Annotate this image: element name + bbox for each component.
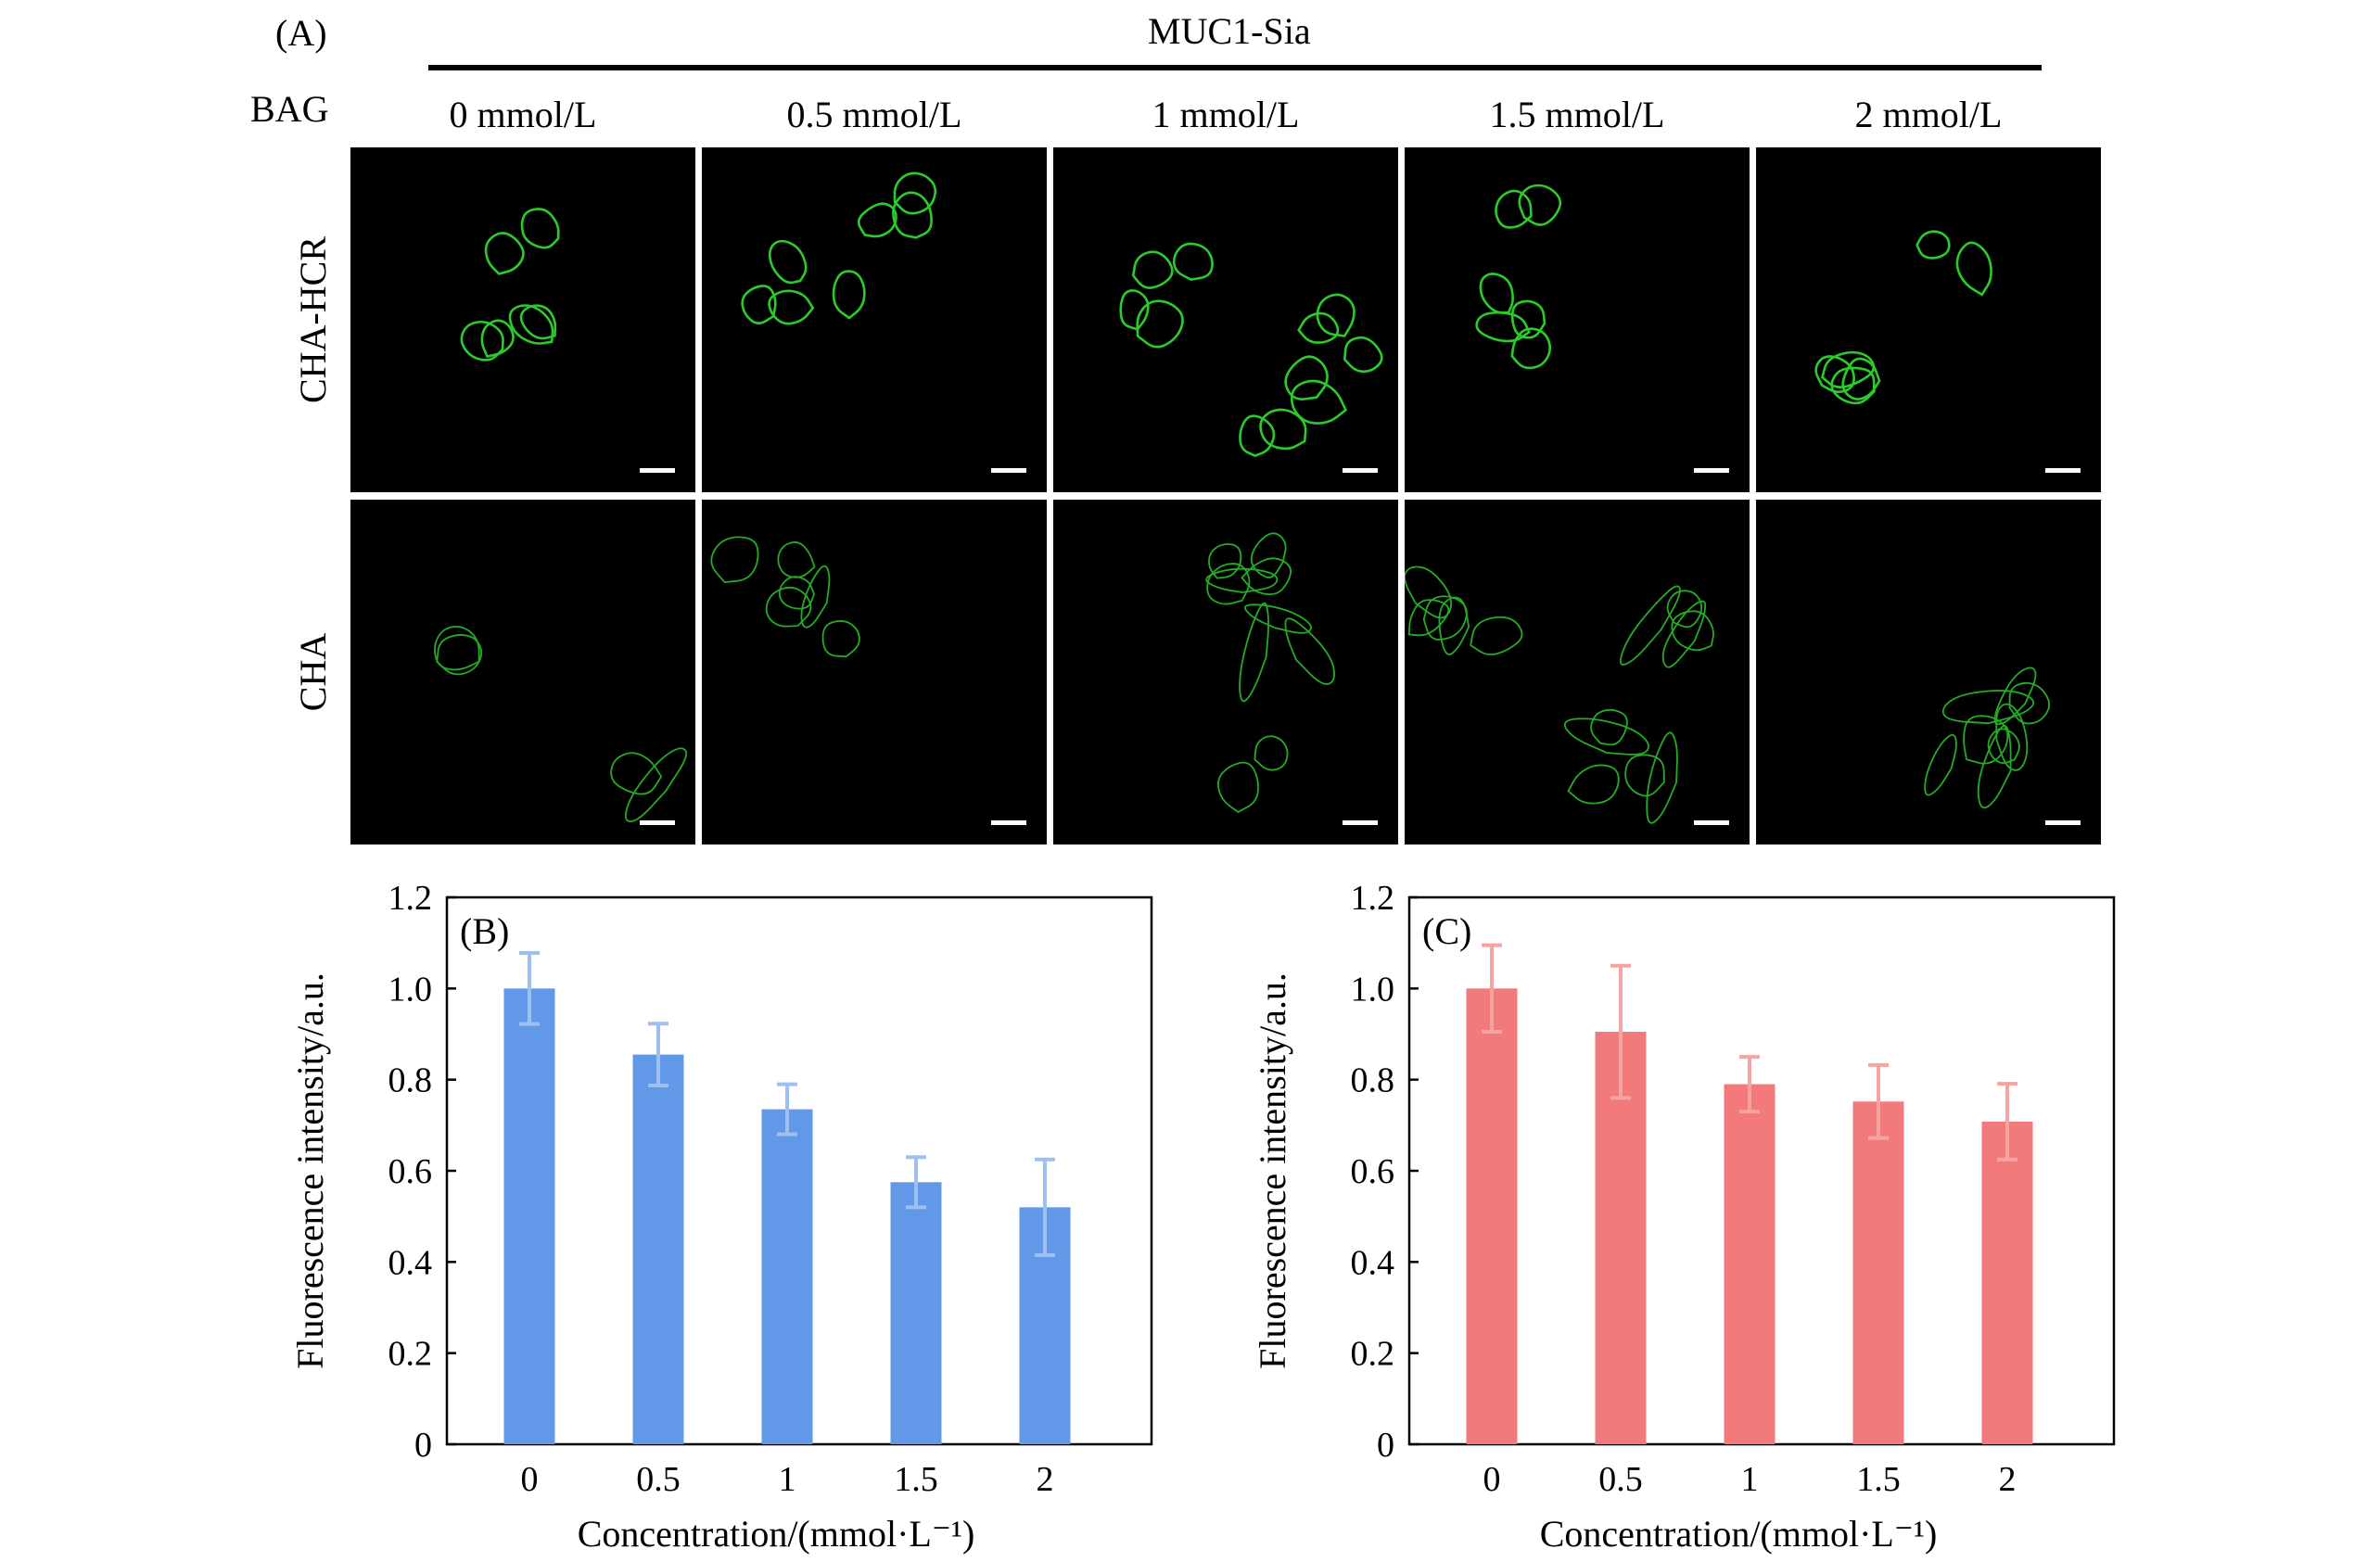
row-label-cha-hcr: CHA-HCR [292, 235, 334, 404]
x-axis-label: Concentration/(mmol·L⁻¹) [578, 1513, 975, 1555]
micrograph-1-0 [350, 500, 695, 844]
x-tick-label-2: 2 [1037, 1460, 1054, 1499]
y-tick-label: 1.2 [1351, 881, 1395, 918]
x-tick-label-1.5: 1.5 [894, 1460, 938, 1499]
bar-1.5 [1852, 1101, 1904, 1444]
panel-a-label: (A) [275, 12, 327, 54]
x-tick-label-1: 1 [1741, 1460, 1759, 1499]
y-tick-label: 0.8 [1351, 1061, 1395, 1100]
bar-0 [503, 988, 555, 1444]
y-tick-label: 1.0 [1351, 970, 1395, 1009]
bar-0 [1466, 988, 1518, 1444]
group-title: MUC1-Sia [1148, 10, 1311, 52]
x-tick-label-1.5: 1.5 [1856, 1460, 1901, 1499]
micrograph-0-4 [1756, 147, 2101, 492]
bar-1 [761, 1109, 813, 1444]
microscopy-grid [350, 147, 2101, 844]
x-tick-label-0.5: 0.5 [636, 1460, 681, 1499]
x-tick-label-0: 0 [1483, 1460, 1501, 1499]
x-tick-label-0: 0 [521, 1460, 539, 1499]
column-label-4: 2 mmol/L [1854, 94, 2003, 135]
micrograph-1-4 [1756, 500, 2101, 844]
chart-c: (C) 0 0.2 0.4 0.6 0.8 1.0 1.2 0 0.5 1 1.5 2 Concentra… [1252, 881, 2116, 1555]
panel-label: (C) [1422, 910, 1471, 952]
y-tick-label: 0.4 [1351, 1243, 1395, 1282]
y-axis-label: Fluorescence intensity/a.u. [289, 972, 331, 1369]
bar-1 [1724, 1084, 1775, 1444]
x-axis-label: Concentration/(mmol·L⁻¹) [1540, 1513, 1938, 1555]
bar-0.5 [632, 1054, 684, 1444]
y-tick-label: 0.4 [388, 1243, 433, 1282]
y-tick-label: 0 [414, 1426, 432, 1465]
row-label-cha: CHA [292, 632, 334, 712]
micrograph-0-1 [702, 147, 1047, 492]
bar-2 [1981, 1121, 2033, 1444]
x-tick-label-0.5: 0.5 [1598, 1460, 1643, 1499]
y-tick-label: 0.6 [1351, 1152, 1395, 1191]
column-label-3: 1.5 mmol/L [1489, 94, 1665, 135]
treatment-label: BAG [250, 88, 329, 130]
group-title-rule [428, 65, 2042, 70]
panel-label: (B) [460, 910, 509, 952]
y-tick-label: 1.0 [388, 970, 433, 1009]
y-tick-label: 0.2 [388, 1335, 433, 1374]
y-tick-label: 1.2 [388, 881, 433, 918]
micrograph-1-3 [1405, 500, 1750, 844]
column-label-0: 0 mmol/L [449, 94, 597, 135]
y-tick-label: 0 [1377, 1426, 1394, 1465]
micrograph-0-3 [1405, 147, 1750, 492]
chart-b: (B) 0 0.2 0.4 0.6 0.8 1.0 1.2 0 0.5 1 1.5 2 Concentra… [289, 881, 1153, 1555]
y-axis-label: Fluorescence intensity/a.u. [1252, 972, 1293, 1369]
micrograph-0-0 [350, 147, 695, 492]
y-tick-label: 0.6 [388, 1152, 433, 1191]
micrograph-1-2 [1053, 500, 1398, 844]
micrograph-0-2 [1053, 147, 1398, 492]
x-tick-label-2: 2 [1999, 1460, 2017, 1499]
y-tick-label: 0.8 [388, 1061, 433, 1100]
column-label-2: 1 mmol/L [1152, 94, 1300, 135]
micrograph-1-1 [702, 500, 1047, 844]
bar-0.5 [1595, 1032, 1647, 1444]
y-tick-label: 0.2 [1351, 1335, 1395, 1374]
x-tick-label-1: 1 [779, 1460, 796, 1499]
bar-1.5 [890, 1182, 942, 1444]
column-label-1: 0.5 mmol/L [786, 94, 962, 135]
